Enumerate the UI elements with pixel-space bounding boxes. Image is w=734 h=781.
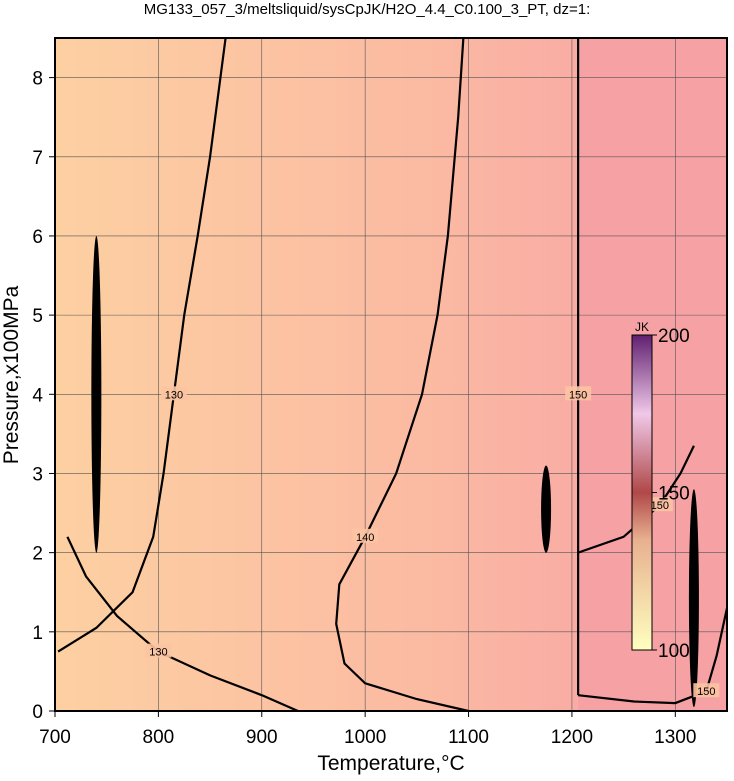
colorbar-tick-label: 100 — [658, 641, 690, 662]
contour-label: 150 — [697, 686, 715, 698]
colorbar — [631, 334, 653, 651]
spike — [541, 465, 552, 553]
chart-title: MG133_057_3/meltsliquid/sysCpJK/H2O_4.4_… — [144, 1, 591, 18]
x-axis-label: Temperature,°C — [317, 752, 464, 775]
x-tick-label: 1000 — [344, 727, 386, 748]
background-region — [578, 38, 727, 711]
contour-label: 130 — [165, 389, 183, 401]
x-tick-label: 700 — [39, 727, 71, 748]
y-tick-label: 6 — [32, 227, 43, 248]
y-tick-label: 0 — [32, 702, 43, 723]
y-tick-label: 2 — [32, 544, 43, 565]
x-tick-label: 900 — [246, 727, 278, 748]
contour-label-bg — [352, 528, 379, 543]
y-tick-label: 4 — [32, 385, 43, 406]
contour-line — [578, 607, 729, 705]
y-tick-label: 8 — [32, 69, 43, 90]
colorbar-tick-label: 200 — [658, 326, 690, 347]
y-axis-label: Pressure,x100MPa — [0, 285, 23, 464]
contour-label-bg — [565, 386, 592, 401]
contour-label: 150 — [569, 389, 587, 401]
x-tick-label: 800 — [143, 727, 175, 748]
colorbar-tick-label: 150 — [658, 484, 690, 505]
spike — [91, 235, 102, 553]
contour-label-bg — [693, 683, 720, 698]
x-tick-label: 1100 — [448, 727, 489, 748]
x-tick-label: 1300 — [654, 727, 696, 748]
contour-label-bg — [646, 497, 673, 512]
colorbar-label: JK — [635, 320, 649, 334]
x-tick-label: 1200 — [551, 727, 593, 748]
contour-label: 130 — [149, 647, 167, 659]
contour-label-bg — [160, 386, 187, 401]
contour-label: 140 — [356, 532, 374, 544]
spike — [688, 489, 699, 708]
y-tick-label: 5 — [32, 306, 43, 327]
contour-label-bg — [145, 643, 172, 658]
y-tick-label: 3 — [32, 464, 43, 485]
y-tick-label: 1 — [32, 623, 43, 644]
frame — [54, 37, 728, 712]
y-tick-label: 7 — [32, 148, 43, 169]
contour-label: 150 — [651, 500, 669, 512]
